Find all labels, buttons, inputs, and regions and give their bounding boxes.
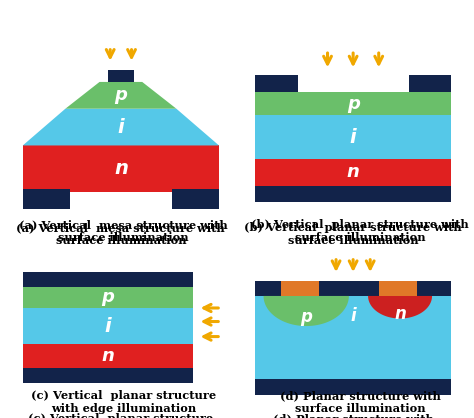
Text: i: i — [105, 316, 111, 336]
Text: (d) Planar structure with
surface illumination: (d) Planar structure with surface illumi… — [273, 413, 434, 418]
Polygon shape — [23, 109, 219, 145]
Text: n: n — [101, 347, 115, 365]
Text: i: i — [118, 117, 124, 137]
Text: (c) Vertical  planar structure
with edge illumination: (c) Vertical planar structure with edge … — [31, 390, 216, 414]
Bar — [23, 344, 193, 368]
Bar — [255, 379, 451, 395]
Text: (a) Vertical  mesa structure with
surface illumination: (a) Vertical mesa structure with surface… — [19, 219, 228, 243]
Bar — [255, 115, 451, 159]
Bar — [23, 272, 193, 287]
Text: p: p — [346, 94, 360, 113]
Text: p: p — [114, 86, 128, 104]
Bar — [409, 75, 451, 92]
Text: n: n — [394, 305, 406, 323]
Polygon shape — [65, 82, 176, 109]
Text: p: p — [300, 308, 312, 326]
Text: p: p — [101, 288, 115, 306]
Text: i: i — [350, 306, 356, 324]
Bar — [108, 70, 134, 82]
Bar — [23, 287, 193, 308]
Bar — [255, 75, 298, 92]
Bar — [172, 189, 219, 209]
Bar — [255, 296, 451, 380]
Text: (b) Vertical  planar structure with
surface illumination: (b) Vertical planar structure with surfa… — [251, 219, 469, 243]
Text: (c) Vertical  planar structure
with edge illumination: (c) Vertical planar structure with edge … — [28, 413, 213, 418]
Bar — [379, 281, 417, 296]
Text: (b) Vertical  planar structure with
surface illumination: (b) Vertical planar structure with surfa… — [244, 222, 462, 246]
Bar — [281, 281, 319, 296]
Bar — [255, 281, 451, 296]
Text: (d) Planar structure with
surface illumination: (d) Planar structure with surface illumi… — [280, 390, 441, 414]
Bar — [23, 308, 193, 344]
Text: n: n — [114, 159, 128, 178]
Polygon shape — [368, 296, 432, 319]
Bar — [255, 186, 451, 202]
Text: n: n — [346, 163, 360, 181]
Polygon shape — [264, 296, 349, 326]
Bar — [23, 368, 193, 383]
Text: i: i — [350, 127, 356, 147]
Bar — [255, 92, 451, 115]
Bar — [23, 189, 70, 209]
Bar — [23, 145, 219, 192]
Bar — [255, 159, 451, 186]
Text: (a) Vertical  mesa structure with
surface illumination: (a) Vertical mesa structure with surface… — [17, 222, 225, 246]
